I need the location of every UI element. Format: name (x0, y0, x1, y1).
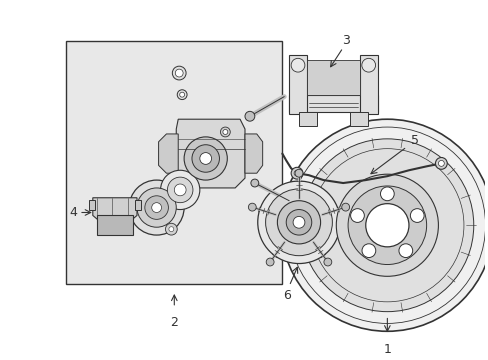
Circle shape (290, 58, 304, 72)
Bar (306, 60, 359, 95)
Circle shape (129, 180, 184, 235)
Circle shape (168, 227, 173, 231)
Circle shape (409, 209, 423, 222)
Circle shape (290, 167, 302, 179)
Circle shape (200, 153, 211, 165)
Text: 1: 1 (383, 343, 390, 356)
Circle shape (179, 92, 184, 97)
Circle shape (398, 244, 412, 257)
Circle shape (361, 244, 375, 257)
Circle shape (244, 111, 254, 121)
Circle shape (165, 223, 177, 235)
Bar (288, 95, 377, 112)
Circle shape (151, 203, 161, 212)
Bar (288, 55, 306, 114)
Circle shape (172, 66, 186, 80)
Circle shape (265, 189, 332, 256)
Circle shape (350, 209, 364, 222)
Circle shape (294, 169, 302, 177)
Text: 4: 4 (69, 206, 77, 219)
Circle shape (347, 186, 426, 265)
Bar (89, 200, 95, 210)
Circle shape (265, 258, 273, 266)
Circle shape (223, 130, 227, 134)
Circle shape (160, 170, 200, 210)
Circle shape (192, 145, 219, 172)
Circle shape (277, 201, 320, 244)
Circle shape (438, 161, 444, 166)
Text: 5: 5 (410, 134, 418, 147)
Bar (349, 112, 367, 126)
Polygon shape (176, 119, 244, 188)
Circle shape (175, 69, 183, 77)
Circle shape (137, 188, 176, 227)
Text: 3: 3 (342, 34, 349, 47)
Circle shape (341, 203, 349, 211)
Polygon shape (158, 134, 178, 173)
Circle shape (293, 170, 299, 176)
Bar (359, 55, 377, 114)
Circle shape (184, 137, 227, 180)
Text: 2: 2 (170, 316, 178, 329)
Bar (298, 112, 316, 126)
Circle shape (167, 177, 193, 203)
Polygon shape (97, 215, 133, 235)
Circle shape (177, 90, 187, 100)
Polygon shape (244, 134, 262, 173)
Circle shape (336, 174, 438, 276)
Circle shape (365, 204, 408, 247)
Circle shape (380, 187, 393, 201)
Text: 6: 6 (283, 289, 290, 302)
Bar (66, 41, 282, 284)
Circle shape (144, 196, 168, 219)
Circle shape (257, 181, 340, 264)
Circle shape (435, 158, 447, 169)
Circle shape (323, 258, 331, 266)
Circle shape (250, 179, 258, 187)
Circle shape (174, 184, 186, 196)
Circle shape (248, 203, 256, 211)
Polygon shape (93, 198, 137, 221)
Circle shape (361, 58, 375, 72)
Bar (135, 200, 141, 210)
Circle shape (285, 210, 311, 235)
Circle shape (281, 119, 488, 331)
Circle shape (292, 216, 304, 228)
Circle shape (220, 127, 230, 137)
Circle shape (300, 139, 473, 312)
